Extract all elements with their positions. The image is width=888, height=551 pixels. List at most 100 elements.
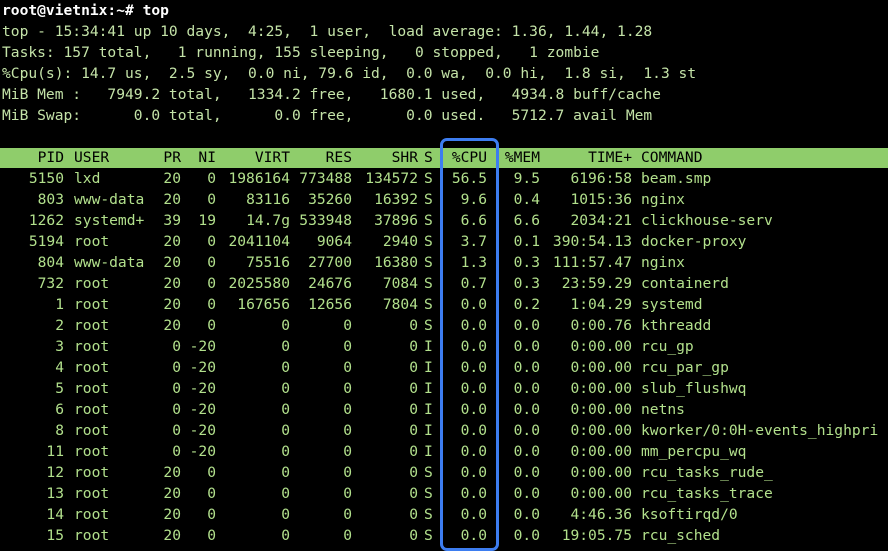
table-cell: www-data <box>74 191 145 208</box>
table-cell: 390:54.13 <box>552 233 632 250</box>
table-cell: 0 <box>281 422 290 439</box>
table-cell: 20 <box>163 317 181 334</box>
table-cell: 0 <box>343 338 352 355</box>
table-cell: 0.0 <box>513 443 540 460</box>
highlight-box <box>440 138 499 551</box>
column-header: SHR <box>391 149 418 166</box>
table-cell: 0 <box>281 401 290 418</box>
table-cell: 0.0 <box>513 464 540 481</box>
table-cell: S <box>424 527 433 544</box>
table-cell: 0 <box>409 338 418 355</box>
table-cell: 0.0 <box>513 422 540 439</box>
table-cell: 19:05.75 <box>561 527 632 544</box>
table-cell: 14.7g <box>246 212 290 229</box>
table-cell: 0 <box>343 527 352 544</box>
table-cell: S <box>424 275 433 292</box>
table-cell: 0 <box>343 317 352 334</box>
table-cell: 0 <box>343 401 352 418</box>
table-cell: 13 <box>46 485 64 502</box>
table-cell: S <box>424 233 433 250</box>
table-cell: 24676 <box>308 275 352 292</box>
table-cell: 773488 <box>299 170 352 187</box>
table-cell: 1.3 <box>460 254 487 271</box>
table-cell: 75516 <box>246 254 290 271</box>
summary-line: MiB Swap: 0.0 total, 0.0 free, 0.0 used.… <box>2 107 653 124</box>
table-cell: 2025580 <box>228 275 290 292</box>
table-cell: 0 <box>207 191 216 208</box>
table-cell: 0 <box>281 506 290 523</box>
table-cell: 0 <box>409 359 418 376</box>
table-cell: 0 <box>409 401 418 418</box>
column-header: PID <box>37 149 64 166</box>
table-cell: 0 <box>281 464 290 481</box>
table-cell: beam.smp <box>641 170 712 187</box>
table-cell: 0 <box>281 338 290 355</box>
table-cell: 0 <box>343 422 352 439</box>
table-cell: root <box>74 422 110 439</box>
table-cell: 9064 <box>316 233 352 250</box>
table-cell: 167656 <box>237 296 290 313</box>
table-cell: 16380 <box>374 254 418 271</box>
table-cell: 19 <box>198 212 216 229</box>
table-cell: 12 <box>46 464 64 481</box>
table-cell: 3 <box>55 338 64 355</box>
table-cell: 0 <box>207 275 216 292</box>
table-cell: 0 <box>172 401 181 418</box>
table-cell: netns <box>641 401 685 418</box>
table-cell: systemd <box>641 296 703 313</box>
column-header: VIRT <box>254 149 290 166</box>
table-cell: 1 <box>55 296 64 313</box>
table-cell: lxd <box>74 170 101 187</box>
table-cell: 0 <box>207 296 216 313</box>
table-cell: root <box>74 443 110 460</box>
table-cell: 39 <box>163 212 181 229</box>
table-cell: 0.0 <box>460 527 487 544</box>
table-cell: I <box>424 422 433 439</box>
table-cell: -20 <box>189 401 216 418</box>
table-cell: 83116 <box>246 191 290 208</box>
table-cell: 20 <box>163 527 181 544</box>
table-cell: 3.7 <box>460 233 487 250</box>
table-cell: 0 <box>343 485 352 502</box>
table-cell: root <box>74 380 110 397</box>
table-cell: root <box>74 527 110 544</box>
table-header-bar <box>0 148 888 168</box>
table-cell: mm_percpu_wq <box>641 443 747 460</box>
table-cell: 0 <box>172 338 181 355</box>
table-cell: containerd <box>641 275 729 292</box>
table-cell: 0.0 <box>460 485 487 502</box>
table-cell: S <box>424 296 433 313</box>
table-cell: 20 <box>163 464 181 481</box>
table-cell: 111:57.47 <box>552 254 632 271</box>
table-cell: www-data <box>74 254 145 271</box>
table-cell: I <box>424 359 433 376</box>
table-cell: 15 <box>46 527 64 544</box>
table-cell: I <box>424 380 433 397</box>
table-cell: rcu_sched <box>641 527 721 544</box>
table-cell: 0 <box>281 485 290 502</box>
table-cell: 0.2 <box>513 296 540 313</box>
table-cell: 5150 <box>28 170 64 187</box>
table-cell: 0 <box>207 233 216 250</box>
column-header: RES <box>325 149 352 166</box>
table-cell: 804 <box>37 254 64 271</box>
table-cell: 56.5 <box>451 170 487 187</box>
table-cell: 0.0 <box>513 338 540 355</box>
table-cell: S <box>424 254 433 271</box>
table-cell: I <box>424 338 433 355</box>
table-cell: 0.4 <box>513 191 540 208</box>
table-cell: 6196:58 <box>570 170 632 187</box>
table-cell: 0 <box>207 254 216 271</box>
table-cell: rcu_tasks_rude_ <box>641 464 773 481</box>
table-cell: 11 <box>46 443 64 460</box>
table-cell: 0:00.00 <box>570 464 632 481</box>
table-cell: 0 <box>343 464 352 481</box>
table-cell: 1:04.29 <box>570 296 632 313</box>
table-cell: 0.0 <box>513 380 540 397</box>
table-cell: S <box>424 464 433 481</box>
table-cell: 0:00.00 <box>570 443 632 460</box>
table-cell: 0 <box>409 443 418 460</box>
table-cell: 0 <box>343 506 352 523</box>
table-cell: 0 <box>281 443 290 460</box>
